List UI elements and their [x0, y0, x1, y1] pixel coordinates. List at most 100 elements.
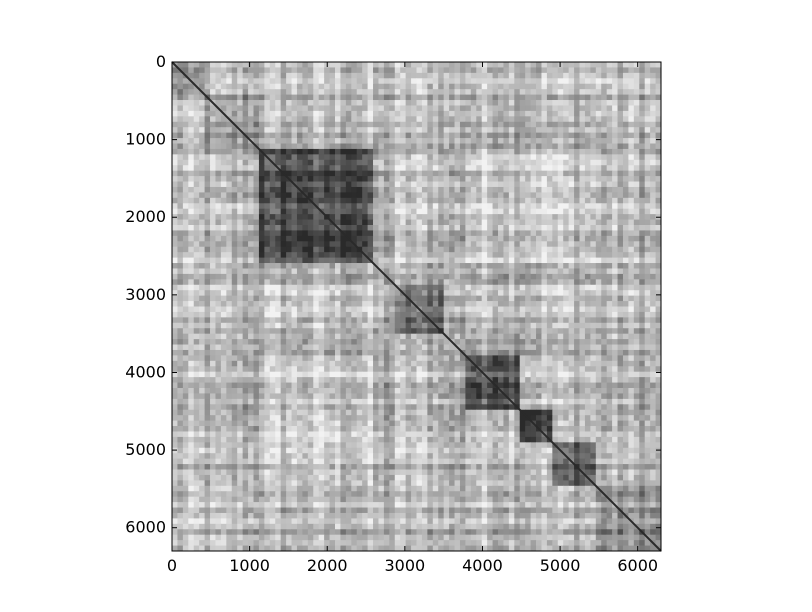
heatmap-cell	[405, 148, 412, 155]
heatmap-cell	[427, 148, 434, 155]
heatmap-cell	[421, 214, 428, 220]
heatmap-cell	[628, 116, 635, 123]
heatmap-cell	[438, 89, 445, 95]
heatmap-cell	[416, 165, 423, 172]
heatmap-cell	[590, 67, 597, 74]
heatmap-cell	[335, 181, 341, 188]
heatmap-cell	[215, 127, 222, 134]
heatmap-cell	[275, 203, 282, 210]
heatmap-cell	[335, 344, 341, 351]
heatmap-cell	[503, 290, 510, 297]
heatmap-cell	[335, 295, 341, 302]
heatmap-cell	[644, 127, 651, 134]
heatmap-cell	[541, 349, 548, 356]
heatmap-cell	[329, 306, 336, 313]
heatmap-cell	[416, 170, 423, 177]
heatmap-cell	[351, 165, 358, 172]
heatmap-cell	[226, 241, 233, 248]
heatmap-cell	[242, 67, 249, 74]
heatmap-cell	[644, 138, 651, 144]
heatmap-cell	[172, 279, 178, 286]
heatmap-cell	[242, 105, 249, 112]
heatmap-cell	[552, 273, 559, 280]
heatmap-cell	[340, 159, 347, 166]
heatmap-cell	[210, 176, 216, 182]
heatmap-cell	[530, 186, 537, 193]
heatmap-cell	[269, 89, 276, 95]
heatmap-cell	[335, 176, 341, 182]
heatmap-cell	[394, 170, 401, 177]
heatmap-cell	[519, 89, 526, 95]
heatmap-cell	[383, 159, 390, 166]
heatmap-cell	[606, 279, 613, 286]
heatmap-cell	[269, 311, 276, 318]
heatmap-cell	[498, 121, 504, 128]
heatmap-cell	[264, 257, 271, 264]
heatmap-cell	[552, 138, 559, 144]
heatmap-cell	[340, 154, 347, 161]
heatmap-cell	[264, 192, 271, 199]
heatmap-cell	[177, 176, 184, 182]
heatmap-cell	[291, 116, 298, 123]
heatmap-cell	[421, 170, 428, 177]
heatmap-cell	[508, 263, 515, 269]
heatmap-cell	[454, 110, 461, 117]
heatmap-cell	[318, 170, 325, 177]
heatmap-cell	[248, 360, 254, 367]
heatmap-cell	[389, 252, 396, 258]
heatmap-cell	[291, 360, 298, 367]
heatmap-cell	[275, 333, 282, 340]
heatmap-cell	[574, 273, 580, 280]
heatmap-cell	[421, 208, 428, 215]
heatmap-cell	[432, 116, 439, 123]
heatmap-cell	[193, 225, 200, 231]
heatmap-cell	[536, 105, 542, 112]
heatmap-cell	[172, 241, 178, 248]
heatmap-cell	[188, 192, 195, 199]
heatmap-cell	[503, 317, 510, 324]
heatmap-cell	[590, 127, 597, 134]
heatmap-cell	[579, 100, 586, 106]
heatmap-cell	[622, 110, 629, 117]
heatmap-cell	[421, 148, 428, 155]
heatmap-cell	[226, 230, 233, 237]
heatmap-cell	[340, 176, 347, 182]
heatmap-cell	[628, 328, 635, 335]
heatmap-cell	[487, 78, 493, 85]
heatmap-cell	[438, 219, 445, 226]
heatmap-cell	[373, 268, 379, 275]
heatmap-cell	[296, 170, 303, 177]
heatmap-cell	[400, 181, 407, 188]
heatmap-cell	[601, 176, 608, 182]
heatmap-cell	[177, 100, 184, 106]
heatmap-cell	[503, 154, 510, 161]
heatmap-cell	[275, 89, 282, 95]
heatmap-cell	[546, 176, 553, 182]
heatmap-cell	[590, 290, 597, 297]
heatmap-cell	[508, 306, 515, 313]
heatmap-cell	[242, 235, 249, 242]
heatmap-cell	[579, 181, 586, 188]
heatmap-cell	[552, 110, 559, 117]
heatmap-cell	[345, 306, 352, 313]
heatmap-cell	[248, 127, 254, 134]
heatmap-cell	[313, 241, 320, 248]
heatmap-cell	[215, 89, 222, 95]
heatmap-cell	[324, 100, 330, 106]
heatmap-cell	[340, 165, 347, 172]
heatmap-cell	[231, 110, 238, 117]
heatmap-cell	[367, 235, 374, 242]
heatmap-cell	[400, 225, 407, 231]
heatmap-cell	[280, 143, 287, 150]
heatmap-cell	[476, 246, 483, 253]
heatmap-cell	[253, 208, 260, 215]
heatmap-cell	[492, 186, 499, 193]
heatmap-cell	[226, 349, 233, 356]
heatmap-cell	[498, 235, 504, 242]
heatmap-cell	[269, 203, 276, 210]
heatmap-cell	[487, 268, 493, 275]
heatmap-cell	[242, 225, 249, 231]
heatmap-cell	[248, 268, 254, 275]
heatmap-cell	[438, 344, 445, 351]
heatmap-cell	[568, 241, 575, 248]
